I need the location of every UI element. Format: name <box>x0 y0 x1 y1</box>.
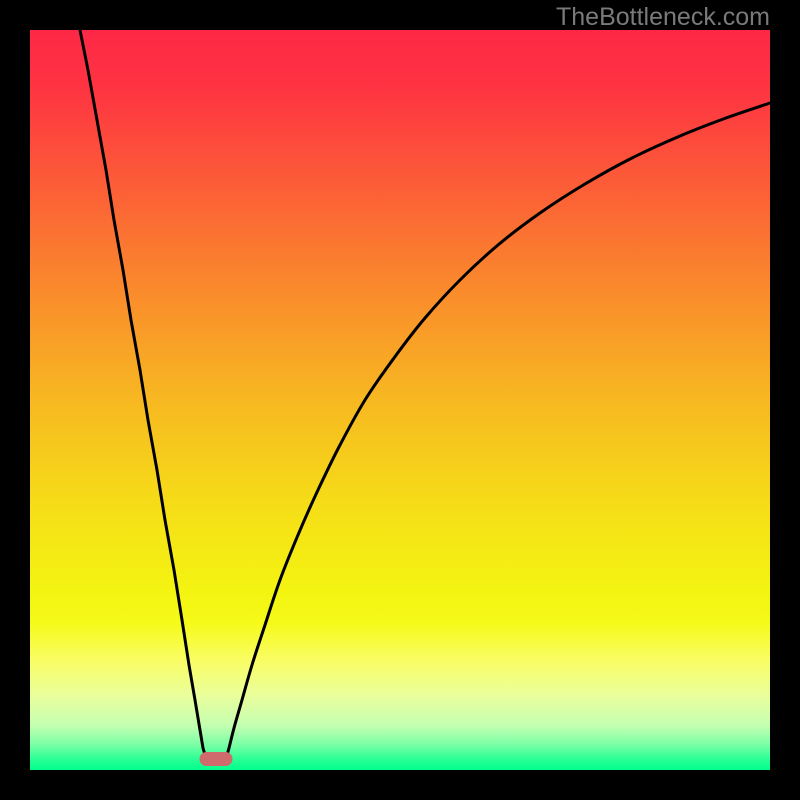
chart-container: { "chart": { "type": "line-on-gradient",… <box>0 0 800 800</box>
watermark-text: TheBottleneck.com <box>556 3 770 32</box>
plot-area <box>30 30 770 770</box>
